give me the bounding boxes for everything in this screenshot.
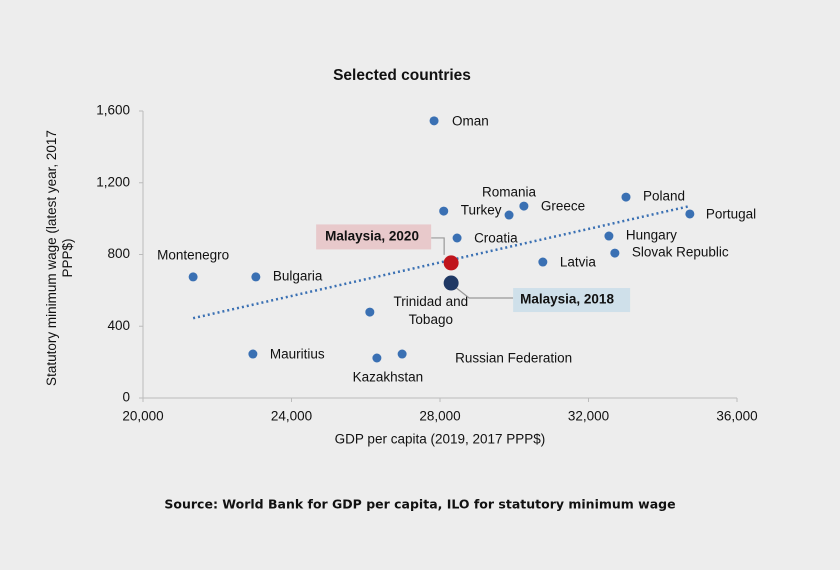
y-tick-label: 0: [122, 390, 130, 405]
point: [685, 209, 695, 219]
connector: [431, 237, 445, 255]
y-tick-label: 1,600: [96, 103, 130, 118]
point: [251, 272, 261, 282]
point-label: Latvia: [560, 255, 597, 270]
point-label: Greece: [541, 199, 585, 214]
x-tick-label: 24,000: [271, 409, 312, 424]
point: [429, 116, 439, 126]
highlight-point: [443, 275, 459, 291]
point: [504, 210, 514, 220]
point-label: Romania: [482, 185, 537, 200]
point: [621, 192, 631, 202]
chart-title: Selected countries: [333, 67, 471, 84]
point: [452, 233, 462, 243]
label-box: [316, 224, 432, 250]
point-label: Turkey: [461, 203, 502, 218]
y-tick-label: 800: [107, 246, 130, 261]
point-label: Malaysia, 2018: [520, 292, 614, 307]
point: [604, 231, 614, 241]
source-note: Source: World Bank for GDP per capita, I…: [164, 497, 675, 512]
point: [372, 353, 382, 363]
x-tick-label: 32,000: [568, 409, 609, 424]
point-label: Russian Federation: [455, 351, 572, 366]
y-tick-label: 400: [107, 318, 130, 333]
point-label: Hungary: [626, 228, 677, 243]
point-label: Mauritius: [270, 347, 325, 362]
point-label: Malaysia, 2020: [325, 228, 419, 243]
point: [610, 248, 620, 258]
x-axis-label: GDP per capita (2019, 2017 PPP$): [335, 432, 546, 447]
x-tick-label: 20,000: [122, 409, 163, 424]
point: [248, 349, 258, 359]
point: [439, 206, 449, 216]
x-tick-label: 28,000: [419, 409, 460, 424]
point-label: Bulgaria: [273, 268, 323, 283]
point-label: Kazakhstan: [353, 370, 424, 385]
y-tick-label: 1,200: [96, 174, 130, 189]
point-label: Trinidad and Tobago: [394, 294, 469, 327]
point-label: Montenegro: [157, 247, 229, 262]
point-label: Portugal: [706, 207, 756, 222]
point: [519, 201, 529, 211]
point-label: Slovak Republic: [632, 245, 729, 260]
point: [365, 307, 375, 317]
point: [538, 257, 548, 267]
point-label: Croatia: [474, 231, 518, 246]
y-axis-label: Statutory minimum wage (latest year, 201…: [44, 130, 75, 386]
point-label: Oman: [452, 113, 489, 128]
highlight-point: [443, 255, 459, 271]
label-box: [513, 288, 631, 313]
point: [188, 272, 198, 282]
point: [397, 349, 407, 359]
x-tick-label: 36,000: [716, 409, 757, 424]
point-label: Poland: [643, 189, 685, 204]
connector: [454, 286, 514, 299]
